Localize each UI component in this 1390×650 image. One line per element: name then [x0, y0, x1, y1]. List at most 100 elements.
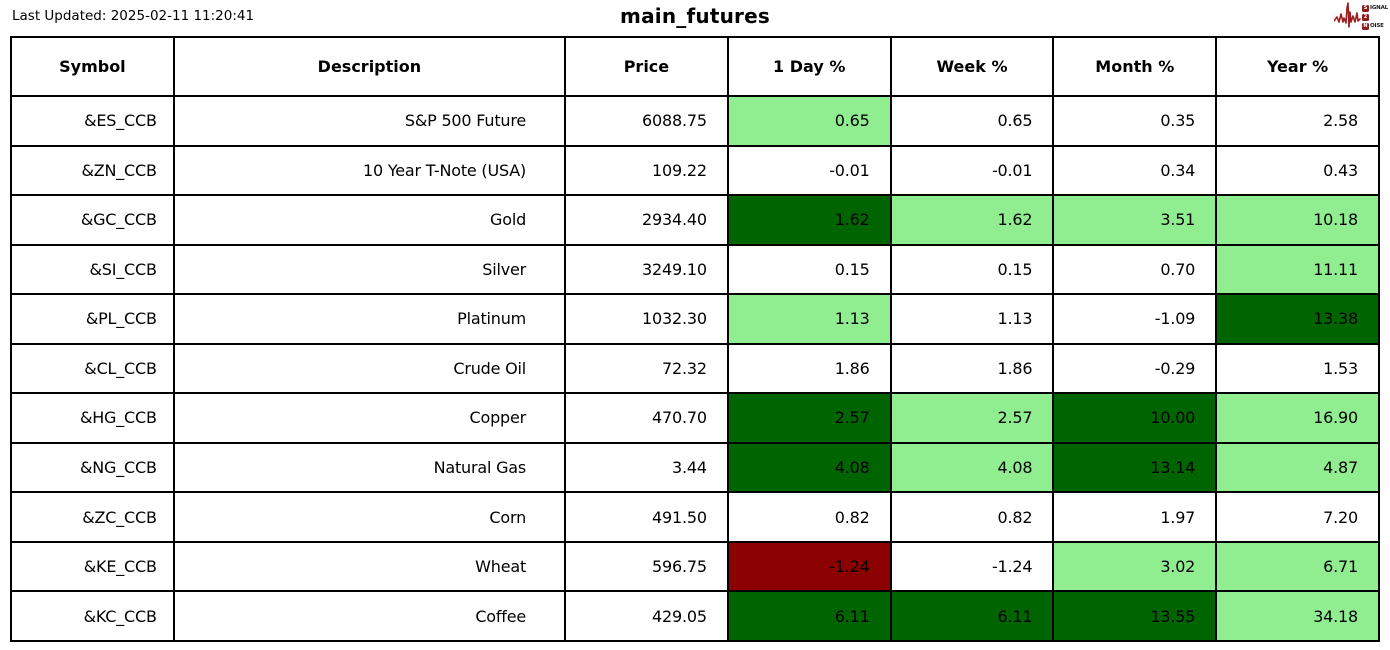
col-header-week: Week %	[889, 36, 1055, 97]
week-change-cell: 0.15	[889, 243, 1055, 296]
price-cell: 470.70	[564, 392, 729, 444]
year-change-cell: 2.58	[1215, 95, 1380, 147]
symbol-cell: &CL_CCB	[10, 342, 175, 395]
waveform-icon	[1333, 0, 1361, 34]
description-cell: Coffee	[172, 590, 567, 642]
table-row: &CL_CCB Crude Oil 72.32 1.86 1.86 -0.29 1.53	[10, 342, 1380, 395]
month-change-cell: 3.02	[1052, 540, 1218, 593]
col-header-description: Description	[172, 36, 567, 97]
month-change-cell: 3.51	[1052, 194, 1218, 246]
logo-badge-2: 2	[1362, 13, 1369, 21]
symbol-cell: &PL_CCB	[10, 293, 175, 345]
week-change-cell: 1.13	[889, 293, 1055, 345]
year-change-cell: 11.11	[1215, 243, 1380, 296]
table-row: &KE_CCB Wheat 596.75 -1.24 -1.24 3.02 6.71	[10, 540, 1380, 593]
description-cell: S&P 500 Future	[172, 95, 567, 147]
logo-badge-n: N	[1362, 22, 1369, 30]
table-row: &PL_CCB Platinum 1032.30 1.13 1.13 -1.09 13.38	[10, 293, 1380, 345]
week-change-cell: 0.82	[889, 491, 1055, 543]
table-row: &ZN_CCB 10 Year T-Note (USA) 109.22 -0.01 -0…	[10, 144, 1380, 197]
description-cell: 10 Year T-Note (USA)	[172, 144, 567, 197]
symbol-cell: &KE_CCB	[10, 540, 175, 593]
year-change-cell: 34.18	[1215, 590, 1380, 642]
week-change-cell: 1.86	[889, 342, 1055, 395]
description-cell: Wheat	[172, 540, 567, 593]
day-change-cell: 4.08	[726, 441, 892, 494]
year-change-cell: 6.71	[1215, 540, 1380, 593]
col-header-symbol: Symbol	[10, 36, 175, 97]
price-cell: 491.50	[564, 491, 729, 543]
month-change-cell: -1.09	[1052, 293, 1218, 345]
year-change-cell: 0.43	[1215, 144, 1380, 197]
table-row: &HG_CCB Copper 470.70 2.57 2.57 10.00 16.90	[10, 392, 1380, 444]
day-change-cell: 0.15	[726, 243, 892, 296]
year-change-cell: 10.18	[1215, 194, 1380, 246]
week-change-cell: 2.57	[889, 392, 1055, 444]
symbol-cell: &HG_CCB	[10, 392, 175, 444]
futures-table: Symbol Description Price 1 Day % Week % …	[10, 36, 1380, 642]
col-header-price: Price	[564, 36, 729, 97]
day-change-cell: 1.62	[726, 194, 892, 246]
year-change-cell: 7.20	[1215, 491, 1380, 543]
price-cell: 2934.40	[564, 194, 729, 246]
year-change-cell: 1.53	[1215, 342, 1380, 395]
futures-table-body: &ES_CCB S&P 500 Future 6088.75 0.65 0.65 0.35…	[10, 95, 1380, 642]
price-cell: 429.05	[564, 590, 729, 642]
week-change-cell: 6.11	[889, 590, 1055, 642]
price-cell: 109.22	[564, 144, 729, 197]
table-row: &NG_CCB Natural Gas 3.44 4.08 4.08 13.14 4.87	[10, 441, 1380, 494]
symbol-cell: &GC_CCB	[10, 194, 175, 246]
price-cell: 596.75	[564, 540, 729, 593]
logo-badge-s: S	[1362, 4, 1369, 12]
table-row: &SI_CCB Silver 3249.10 0.15 0.15 0.70 11.11	[10, 243, 1380, 296]
day-change-cell: 1.13	[726, 293, 892, 345]
week-change-cell: 4.08	[889, 441, 1055, 494]
month-change-cell: 0.70	[1052, 243, 1218, 296]
symbol-cell: &ES_CCB	[10, 95, 175, 147]
description-cell: Silver	[172, 243, 567, 296]
price-cell: 3.44	[564, 441, 729, 494]
col-header-year: Year %	[1215, 36, 1380, 97]
day-change-cell: 6.11	[726, 590, 892, 642]
month-change-cell: 13.14	[1052, 441, 1218, 494]
month-change-cell: -0.29	[1052, 342, 1218, 395]
last-updated-text: Last Updated: 2025-02-11 11:20:41	[12, 8, 255, 24]
year-change-cell: 4.87	[1215, 441, 1380, 494]
col-header-month: Month %	[1052, 36, 1218, 97]
day-change-cell: 0.82	[726, 491, 892, 543]
table-row: &ZC_CCB Corn 491.50 0.82 0.82 1.97 7.20	[10, 491, 1380, 543]
table-row: &KC_CCB Coffee 429.05 6.11 6.11 13.55 34.18	[10, 590, 1380, 642]
price-cell: 1032.30	[564, 293, 729, 345]
symbol-cell: &SI_CCB	[10, 243, 175, 296]
logo-wordmark: S IGNAL 2 N OISE	[1362, 4, 1388, 30]
price-cell: 6088.75	[564, 95, 729, 147]
description-cell: Corn	[172, 491, 567, 543]
day-change-cell: -0.01	[726, 144, 892, 197]
table-row: &GC_CCB Gold 2934.40 1.62 1.62 3.51 10.18	[10, 194, 1380, 246]
week-change-cell: -1.24	[889, 540, 1055, 593]
year-change-cell: 16.90	[1215, 392, 1380, 444]
month-change-cell: 1.97	[1052, 491, 1218, 543]
description-cell: Natural Gas	[172, 441, 567, 494]
symbol-cell: &ZN_CCB	[10, 144, 175, 197]
symbol-cell: &NG_CCB	[10, 441, 175, 494]
description-cell: Gold	[172, 194, 567, 246]
month-change-cell: 0.35	[1052, 95, 1218, 147]
day-change-cell: 2.57	[726, 392, 892, 444]
month-change-cell: 13.55	[1052, 590, 1218, 642]
col-header-1day: 1 Day %	[726, 36, 892, 97]
day-change-cell: 1.86	[726, 342, 892, 395]
price-cell: 72.32	[564, 342, 729, 395]
week-change-cell: 1.62	[889, 194, 1055, 246]
signal2noise-logo: S IGNAL 2 N OISE	[1333, 0, 1388, 34]
description-cell: Platinum	[172, 293, 567, 345]
description-cell: Copper	[172, 392, 567, 444]
week-change-cell: 0.65	[889, 95, 1055, 147]
page-title: main_futures	[620, 4, 770, 28]
description-cell: Crude Oil	[172, 342, 567, 395]
day-change-cell: -1.24	[726, 540, 892, 593]
year-change-cell: 13.38	[1215, 293, 1380, 345]
table-row: &ES_CCB S&P 500 Future 6088.75 0.65 0.65 0.35…	[10, 95, 1380, 147]
symbol-cell: &ZC_CCB	[10, 491, 175, 543]
month-change-cell: 10.00	[1052, 392, 1218, 444]
